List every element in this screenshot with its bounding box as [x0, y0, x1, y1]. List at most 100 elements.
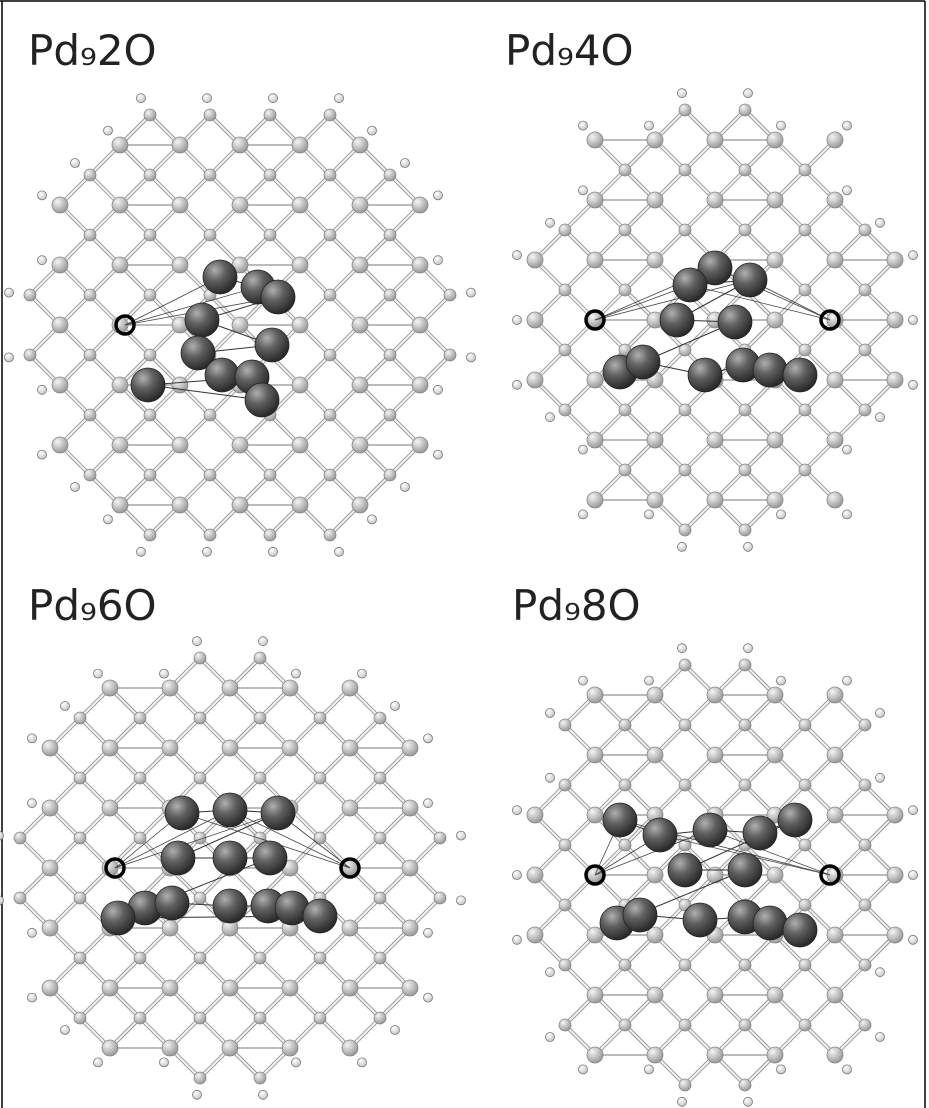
hydrogen [259, 637, 268, 646]
hydrogen [38, 256, 47, 265]
atom [739, 224, 751, 236]
atom [232, 137, 248, 153]
atom [767, 687, 783, 703]
atom [647, 687, 663, 703]
atom [254, 652, 266, 664]
pd-atom [101, 901, 135, 935]
atom [647, 867, 663, 883]
atom [739, 659, 751, 671]
hydrogen [678, 644, 687, 653]
atom [374, 1012, 386, 1024]
atom [52, 437, 68, 453]
atom [374, 952, 386, 964]
hydrogen [38, 450, 47, 459]
pd-atom [131, 368, 165, 402]
atom [112, 137, 128, 153]
atom [739, 1079, 751, 1091]
atom [527, 252, 543, 268]
atom [647, 747, 663, 763]
atom [767, 432, 783, 448]
atom [739, 959, 751, 971]
atom [587, 252, 603, 268]
atom [679, 224, 691, 236]
atom [352, 317, 368, 333]
atom [444, 349, 456, 361]
atom [799, 344, 811, 356]
hydrogen [843, 186, 852, 195]
atom [384, 169, 396, 181]
atom [679, 524, 691, 536]
atom [402, 980, 418, 996]
atom [559, 719, 571, 731]
atom [827, 372, 843, 388]
atom [342, 980, 358, 996]
pd-atom [753, 906, 787, 940]
atom [292, 437, 308, 453]
atom [264, 109, 276, 121]
pd-atom [203, 260, 237, 294]
atom [859, 344, 871, 356]
atom [144, 469, 156, 481]
atom [342, 680, 358, 696]
atom [342, 740, 358, 756]
atom [172, 377, 188, 393]
hydrogen [38, 385, 47, 394]
atom [587, 807, 603, 823]
atom [324, 109, 336, 121]
hydrogen [843, 445, 852, 454]
hydrogen [579, 1065, 588, 1074]
atom [707, 132, 723, 148]
atom [282, 740, 298, 756]
hydrogen [744, 1097, 753, 1106]
atom [799, 404, 811, 416]
atom [559, 344, 571, 356]
atom [739, 404, 751, 416]
atom [84, 289, 96, 301]
page: Pd₉2O Pd₉4O Pd₉6O Pd₉8O (() => { const d… [0, 0, 929, 1108]
atom [74, 772, 86, 784]
atom [84, 349, 96, 361]
atom [647, 432, 663, 448]
atom [707, 1047, 723, 1063]
atom [102, 680, 118, 696]
atom [292, 377, 308, 393]
hydrogen [579, 121, 588, 130]
atom [84, 409, 96, 421]
atom [292, 197, 308, 213]
panel-label: Pd₉6O [28, 581, 157, 630]
atom [172, 257, 188, 273]
atom [254, 1012, 266, 1024]
atom [194, 952, 206, 964]
hydrogen [579, 510, 588, 519]
atom [527, 927, 543, 943]
hydrogen [434, 256, 443, 265]
hydrogen [909, 380, 918, 389]
atom [859, 284, 871, 296]
hydrogen [777, 510, 786, 519]
atom [444, 289, 456, 301]
atom [559, 779, 571, 791]
hydrogen [61, 702, 70, 711]
atom [204, 169, 216, 181]
hydrogen [424, 928, 433, 937]
pd-atom [683, 903, 717, 937]
atom [739, 1019, 751, 1031]
hydrogen [358, 1058, 367, 1067]
hydrogen [678, 89, 687, 98]
pd-atom [626, 345, 660, 379]
atom [679, 164, 691, 176]
pd-atom [783, 913, 817, 947]
atom [587, 987, 603, 1003]
atom [647, 132, 663, 148]
pd-atom [728, 853, 762, 887]
atom [402, 860, 418, 876]
atom [352, 377, 368, 393]
hydrogen [843, 121, 852, 130]
atom [559, 1019, 571, 1031]
atom [102, 980, 118, 996]
hydrogen [876, 709, 885, 718]
atom [827, 132, 843, 148]
atom [24, 349, 36, 361]
hydrogen [645, 1065, 654, 1074]
atom [827, 747, 843, 763]
